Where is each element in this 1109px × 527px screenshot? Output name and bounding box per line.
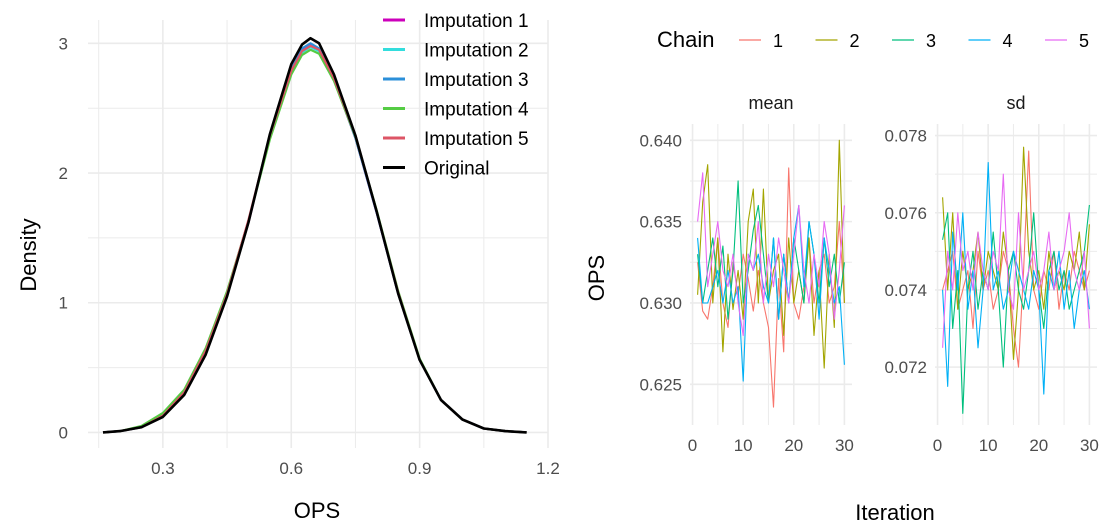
trace-x-tick-label: 0 bbox=[933, 436, 942, 455]
density-plot: 0 1 2 3 0.3 0.6 0.9 1.2 Density OPS Imputation… bbox=[16, 11, 560, 523]
trace-x-tick-label: 20 bbox=[784, 436, 803, 455]
density-y-tick-labels: 0 1 2 3 bbox=[59, 34, 68, 442]
density-y-tick-label: 1 bbox=[59, 294, 68, 313]
trace-y-tick-label: 0.076 bbox=[884, 204, 927, 223]
trace-y-tick-label: 0.630 bbox=[639, 294, 682, 313]
trace-x-tick-label: 20 bbox=[1029, 436, 1048, 455]
trace-line-chain-4 bbox=[697, 204, 845, 382]
trace-line-chain-1 bbox=[697, 167, 845, 408]
density-x-tick-label: 0.3 bbox=[151, 459, 175, 478]
density-y-tick-label: 0 bbox=[59, 423, 68, 442]
density-grid bbox=[88, 20, 549, 448]
trace-y-tick-label: 0.074 bbox=[884, 281, 927, 300]
trace-line-chain-3 bbox=[942, 204, 1090, 414]
legend-label: Imputation 1 bbox=[424, 11, 529, 32]
imputation-legend: Imputation 1 Imputation 2 Imputation 3 Impu… bbox=[383, 11, 529, 180]
trace-y-tick-label: 0.072 bbox=[884, 358, 927, 377]
density-y-tick-label: 2 bbox=[59, 164, 68, 183]
trace-x-tick-label: 0 bbox=[688, 436, 697, 455]
facet-sd-strip-label: sd bbox=[1006, 93, 1025, 113]
facet-mean-strip-label: mean bbox=[748, 93, 793, 113]
trace-y-tick-label: 0.635 bbox=[639, 213, 682, 232]
density-x-tick-labels: 0.3 0.6 0.9 1.2 bbox=[151, 459, 560, 478]
density-y-axis-title: Density bbox=[16, 218, 41, 291]
trace-y-tick-label: 0.078 bbox=[884, 127, 927, 146]
trace-line-chain-5 bbox=[697, 172, 845, 337]
trace-x-axis-title: Iteration bbox=[855, 500, 935, 525]
trace-x-tick-label: 30 bbox=[1080, 436, 1099, 455]
facet-sd-panel: 0 10 20 30 0.072 0.074 0.076 0.078 bbox=[884, 124, 1099, 455]
chain-legend-label: 5 bbox=[1079, 31, 1089, 51]
legend-label: Imputation 3 bbox=[424, 70, 529, 91]
trace-line-chain-5 bbox=[942, 173, 1090, 348]
trace-y-axis-title: OPS bbox=[584, 255, 609, 301]
trace-x-tick-label: 30 bbox=[835, 436, 854, 455]
density-x-tick-label: 0.6 bbox=[279, 459, 303, 478]
density-x-tick-label: 0.9 bbox=[408, 459, 432, 478]
legend-label: Imputation 5 bbox=[424, 129, 529, 150]
density-x-tick-label: 1.2 bbox=[536, 459, 560, 478]
legend-label: Original bbox=[424, 159, 489, 180]
legend-label: Imputation 4 bbox=[424, 100, 529, 121]
density-x-axis-title: OPS bbox=[294, 498, 340, 523]
trace-y-tick-label: 0.640 bbox=[639, 131, 682, 150]
chain-legend-label: 1 bbox=[773, 31, 783, 51]
density-y-tick-label: 3 bbox=[59, 34, 68, 53]
chain-legend: Chain 1 2 3 4 5 bbox=[657, 27, 1089, 52]
legend-label: Imputation 2 bbox=[424, 41, 529, 62]
trace-x-tick-label: 10 bbox=[734, 436, 753, 455]
density-line-original bbox=[102, 36, 527, 434]
chain-legend-label: 4 bbox=[1003, 31, 1013, 51]
facet-mean-panel: 0 10 20 30 0.625 0.630 0.635 0.640 bbox=[639, 124, 854, 455]
chain-legend-label: 3 bbox=[926, 31, 936, 51]
trace-y-tick-label: 0.625 bbox=[639, 375, 682, 394]
density-lines bbox=[102, 36, 527, 434]
chain-legend-title: Chain bbox=[657, 27, 714, 52]
trace-x-tick-label: 10 bbox=[979, 436, 998, 455]
chain-legend-label: 2 bbox=[850, 31, 860, 51]
